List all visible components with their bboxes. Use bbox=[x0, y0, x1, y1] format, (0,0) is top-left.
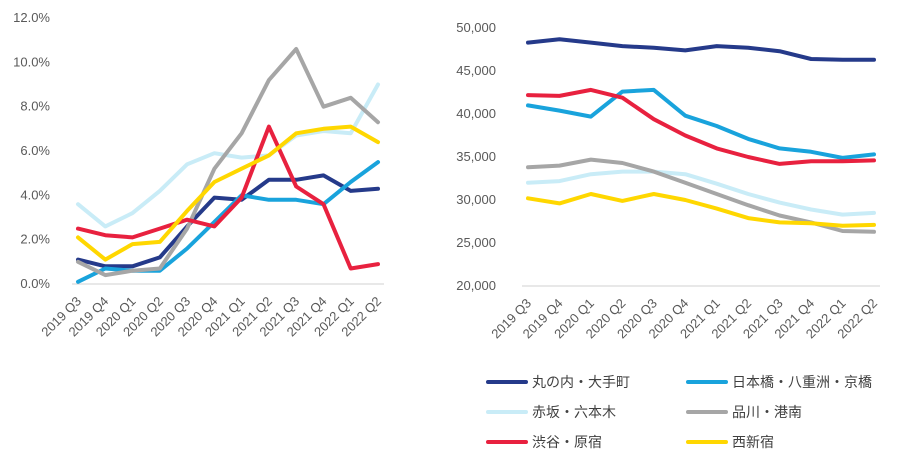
series-line bbox=[526, 169, 876, 217]
legend-label: 日本橋・八重洲・京橋 bbox=[732, 375, 872, 391]
y-tick-label: 35,000 bbox=[456, 149, 496, 164]
y-tick-label: 30,000 bbox=[456, 192, 496, 207]
y-tick-label: 20,000 bbox=[456, 278, 496, 293]
legend-label: 西新宿 bbox=[732, 434, 774, 451]
y-tick-label: 45,000 bbox=[456, 63, 496, 78]
y-tick-label: 12.0% bbox=[13, 10, 50, 25]
y-tick-label: 50,000 bbox=[456, 20, 496, 35]
y-tick-label: 25,000 bbox=[456, 235, 496, 250]
y-tick-label: 6.0% bbox=[20, 143, 50, 158]
y-tick-label: 2.0% bbox=[20, 232, 50, 247]
series-line bbox=[76, 82, 380, 229]
y-tick-label: 8.0% bbox=[20, 99, 50, 114]
legend-label: 赤坂・六本木 bbox=[532, 405, 616, 421]
series-line bbox=[526, 37, 876, 62]
legend-label: 品川・港南 bbox=[732, 405, 802, 421]
series-line bbox=[526, 87, 876, 160]
series-line bbox=[526, 87, 876, 166]
series-line bbox=[76, 47, 380, 278]
series-line bbox=[76, 173, 380, 269]
series-line bbox=[526, 192, 876, 228]
series-line bbox=[76, 124, 380, 271]
y-tick-label: 4.0% bbox=[20, 187, 50, 202]
y-tick-label: 40,000 bbox=[456, 106, 496, 121]
series-line bbox=[76, 124, 380, 262]
y-tick-label: 0.0% bbox=[20, 276, 50, 291]
legend-label: 渋谷・原宿 bbox=[532, 434, 602, 451]
legend-label: 丸の内・大手町 bbox=[532, 375, 630, 391]
y-tick-label: 10.0% bbox=[13, 54, 50, 69]
